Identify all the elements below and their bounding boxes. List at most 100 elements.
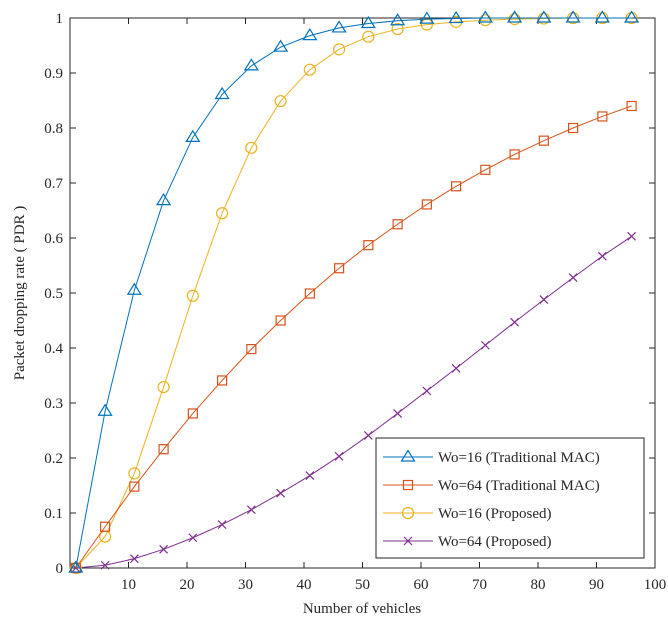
series-1 [68, 10, 640, 573]
data-point-square [246, 344, 257, 355]
x-tick-label: 60 [414, 577, 429, 593]
data-point-triangle [302, 27, 318, 41]
y-tick-label: 0.2 [44, 451, 63, 467]
y-tick-label: 0.3 [44, 396, 63, 412]
data-point-triangle [624, 10, 640, 23]
data-point-square [597, 111, 608, 122]
axis-ticks: 10 20 30 40 50 60 70 80 90 100 0 0.1 0.2 0.3 0.4 0.5 0.6… [44, 11, 666, 593]
data-point-x [403, 536, 413, 546]
y-tick-label: 0.6 [44, 231, 63, 247]
data-point-triangle [448, 10, 464, 24]
data-point-x [363, 431, 373, 440]
data-point-x [568, 273, 578, 283]
series-4 [71, 231, 637, 573]
y-axis-title: Packet dropping rate ( PDR ) [12, 206, 28, 381]
legend-label: Wo=16 (Proposed) [438, 506, 552, 522]
x-tick-label: 80 [531, 577, 546, 593]
data-point-square [421, 199, 432, 210]
y-tick-label: 0.4 [44, 341, 63, 357]
data-point-square [363, 240, 374, 251]
data-point-circle [401, 506, 415, 520]
x-tick-label: 10 [121, 577, 136, 593]
data-point-x [539, 295, 549, 305]
data-point-x [393, 409, 403, 418]
data-point-circle [362, 30, 375, 43]
data-point-triangle [331, 20, 347, 33]
series-layer [68, 10, 640, 575]
legend-label: Wo=16 (Traditional MAC) [438, 450, 600, 466]
data-point-triangle [594, 10, 610, 23]
data-point-x [510, 317, 520, 327]
data-point-x [480, 340, 490, 350]
data-point-x [129, 554, 139, 564]
data-point-circle [537, 12, 550, 25]
data-point-triangle [400, 449, 416, 462]
data-point-x [422, 386, 432, 396]
data-point-circle [391, 22, 404, 36]
x-tick-label: 90 [589, 577, 604, 593]
data-point-square [275, 315, 286, 326]
data-point-x [217, 520, 227, 529]
data-point-triangle [390, 13, 406, 26]
data-point-square [99, 521, 111, 532]
legend-label: Wo=64 (Proposed) [438, 534, 552, 550]
y-tick-label: 0.7 [44, 176, 63, 192]
data-point-square [567, 122, 579, 134]
data-point-circle [186, 289, 199, 302]
y-tick-label: 0.1 [44, 506, 63, 522]
data-point-circle [245, 141, 258, 154]
data-point-x [276, 488, 286, 498]
data-point-x [188, 533, 198, 543]
series-line [75, 235, 632, 569]
x-tick-label: 50 [355, 577, 370, 593]
x-tick-label: 100 [644, 577, 667, 593]
data-point-square [538, 135, 549, 146]
data-point-circle [274, 94, 287, 108]
legend-item: Wo=64 (Proposed) [383, 534, 552, 550]
data-point-triangle [273, 39, 289, 52]
data-point-square [158, 444, 169, 455]
data-point-triangle [97, 403, 113, 416]
data-point-triangle [507, 10, 523, 23]
y-tick-label: 0.8 [44, 121, 63, 137]
y-tick-label: 0.9 [44, 66, 63, 82]
legend-label: Wo=64 (Traditional MAC) [438, 478, 600, 494]
data-point-square [304, 288, 315, 299]
data-point-square [626, 100, 637, 112]
data-point-triangle [185, 129, 201, 142]
legend-item: Wo=16 (Proposed) [383, 506, 552, 522]
x-tick-label: 70 [472, 577, 487, 593]
data-point-triangle [565, 10, 581, 23]
data-point-circle [216, 207, 229, 220]
y-tick-label: 0 [56, 561, 64, 577]
data-point-x [100, 560, 110, 570]
data-point-circle [303, 63, 316, 76]
legend: Wo=16 (Traditional MAC) Wo=64 (Traditiona… [375, 437, 645, 559]
data-point-x [627, 231, 637, 241]
data-point-circle [128, 467, 141, 480]
data-point-square [480, 164, 491, 175]
y-tick-label: 1 [56, 11, 64, 27]
data-point-triangle [214, 86, 230, 100]
data-point-square [334, 263, 345, 274]
data-point-square [509, 149, 520, 160]
data-point-x [334, 451, 344, 461]
data-point-square [187, 408, 198, 419]
data-point-x [246, 505, 256, 515]
data-point-triangle [477, 10, 493, 23]
legend-item: Wo=64 (Traditional MAC) [383, 478, 600, 494]
data-point-square [402, 479, 414, 491]
x-tick-label: 40 [297, 577, 312, 593]
data-point-square [217, 375, 228, 386]
data-point-triangle [419, 11, 435, 24]
data-point-triangle [360, 15, 376, 29]
data-point-triangle [156, 192, 172, 206]
data-point-x [597, 251, 607, 261]
y-tick-label: 0.5 [44, 286, 63, 302]
data-point-triangle [68, 560, 84, 573]
data-point-square [392, 219, 403, 230]
data-point-triangle [243, 58, 259, 71]
data-point-square [451, 181, 462, 192]
